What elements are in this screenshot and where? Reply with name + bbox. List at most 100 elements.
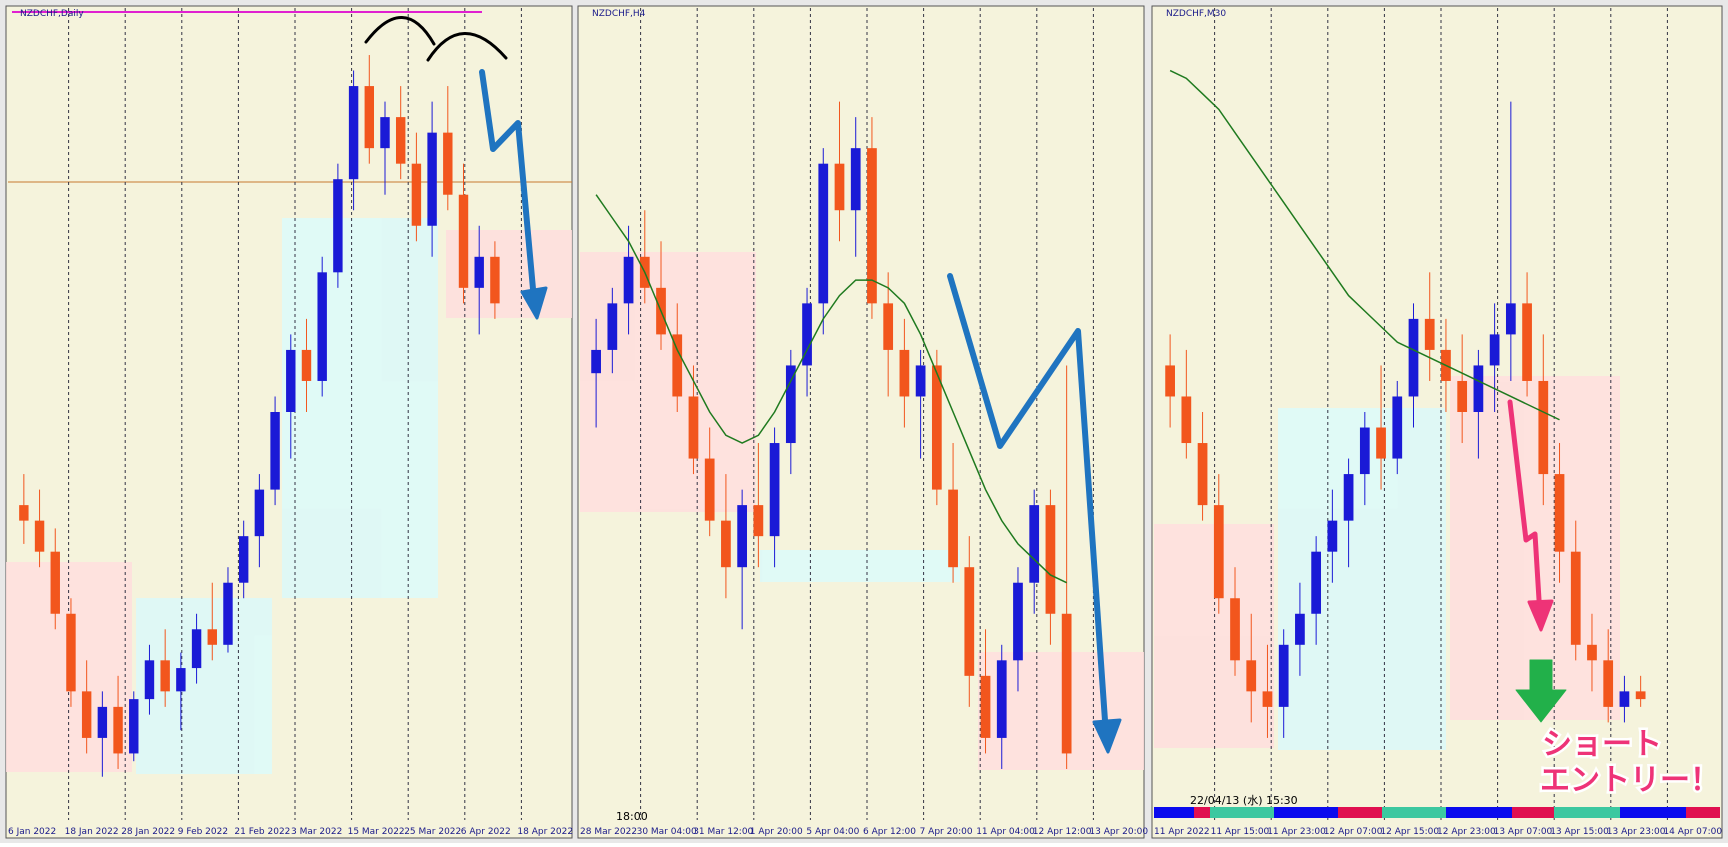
x-tick-label: 15 Mar 2022 — [348, 827, 405, 837]
x-tick-label: 14 Apr 07:00 — [1663, 827, 1722, 837]
candle-body — [490, 256, 500, 304]
timestamp: 22/04/13 (水) 15:30 — [1190, 794, 1298, 807]
candle-body — [996, 660, 1007, 738]
candle-body — [97, 706, 108, 738]
x-tick-label: 12 Apr 12:00 — [1033, 827, 1092, 837]
candle-body — [753, 505, 764, 537]
candle-body — [915, 365, 926, 397]
x-tick-label: 11 Apr 2022 — [1154, 827, 1210, 837]
x-tick-label: 12 Apr 07:00 — [1324, 827, 1383, 837]
drawn-arrows — [364, 16, 1567, 754]
moving-average — [595, 194, 1067, 584]
candle-body — [1029, 505, 1040, 583]
candle-body — [1246, 660, 1257, 692]
x-tick-label: 6 Apr 2022 — [461, 827, 511, 837]
x-tick-label: 13 Apr 23:00 — [1607, 827, 1666, 837]
candle-body — [834, 163, 845, 211]
candle-body — [883, 303, 894, 350]
candle-body — [301, 349, 312, 381]
candle-body — [19, 505, 29, 521]
x-tick-label: 12 Apr 15:00 — [1380, 827, 1439, 837]
candle-body — [737, 505, 748, 568]
candle-body — [1181, 396, 1192, 444]
candle-body — [964, 567, 975, 676]
candle-body — [286, 349, 296, 412]
candle-body — [317, 272, 327, 381]
candle-body — [948, 489, 958, 568]
candle-body — [427, 132, 437, 226]
candle-body — [1408, 318, 1419, 397]
x-tick-label: 9 Feb 2022 — [178, 827, 228, 837]
candle-body — [348, 86, 359, 180]
candle-body — [81, 691, 92, 738]
candle-body — [364, 86, 375, 149]
x-tick-label: 13 Apr 15:00 — [1550, 827, 1609, 837]
candle-body — [688, 396, 699, 459]
candle-body — [769, 443, 780, 537]
x-tick-label: 11 Apr 15:00 — [1211, 827, 1270, 837]
candle-body — [591, 349, 601, 374]
candle-body — [1197, 443, 1208, 506]
candle-body — [238, 536, 249, 583]
candle-body — [1359, 427, 1370, 475]
m30-strip — [1154, 807, 1720, 818]
candle-body — [1424, 318, 1435, 350]
candle-body — [1522, 303, 1532, 381]
candle-body — [223, 582, 233, 645]
x-tick-label: 6 Apr 12:00 — [863, 827, 916, 837]
candle-body — [458, 194, 469, 288]
candle-body — [1376, 427, 1386, 459]
x-tick-label: 6 Jan 2022 — [8, 827, 56, 837]
candle-body — [1554, 474, 1565, 552]
x-tick-label: 13 Apr 07:00 — [1494, 827, 1553, 837]
candle-body — [191, 629, 202, 669]
candle-body — [672, 334, 683, 397]
x-tick-label: 11 Apr 04:00 — [976, 827, 1035, 837]
x-tick-label: 12 Apr 23:00 — [1437, 827, 1496, 837]
candle-body — [785, 365, 796, 444]
candle-body — [1505, 303, 1516, 335]
candle-body — [443, 132, 453, 195]
candle-body — [1327, 520, 1338, 552]
candle-body — [395, 117, 406, 164]
candle-body — [1603, 660, 1614, 707]
x-tick-label: 11 Apr 23:00 — [1267, 827, 1326, 837]
moving-average — [1169, 69, 1560, 421]
annotation: ショート — [1542, 727, 1662, 762]
candle-body — [704, 458, 715, 521]
candle-body — [474, 256, 484, 288]
x-tick-label: 31 Mar 12:00 — [693, 827, 753, 837]
candle-body — [1473, 365, 1484, 412]
candle-body — [1045, 505, 1056, 614]
candle-body — [176, 668, 186, 692]
x-tick-label: 25 Mar 2022 — [404, 827, 461, 837]
candle-body — [623, 256, 634, 304]
x-tick-label: 28 Jan 2022 — [121, 827, 175, 837]
candle-body — [333, 179, 343, 273]
candle-body — [411, 163, 422, 226]
candle-body — [1489, 334, 1500, 366]
x-tick-label: 1 Apr 20:00 — [750, 827, 803, 837]
annotation: エントリー！ — [1540, 763, 1720, 798]
panel-title: NZDCHF,H4 — [592, 9, 646, 19]
candle-body — [867, 148, 877, 304]
candle-body — [607, 303, 618, 350]
candle-body — [34, 520, 45, 552]
x-tick-label: 13 Apr 20:00 — [1089, 827, 1148, 837]
candle-body — [254, 489, 265, 537]
candle-body — [1213, 505, 1224, 599]
x-tick-label: 18 Jan 2022 — [65, 827, 119, 837]
candle-body — [144, 660, 155, 700]
candle-body — [1635, 691, 1646, 700]
candle-body — [1457, 380, 1468, 412]
x-tick-label: 5 Apr 04:00 — [806, 827, 859, 837]
candle-body — [1230, 598, 1240, 661]
candle-body — [1295, 613, 1305, 645]
x-tick-label: 18 Apr 2022 — [517, 827, 573, 837]
x-tick-label: 30 Mar 04:00 — [637, 827, 697, 837]
candle-body — [1061, 613, 1072, 754]
candle-body — [160, 660, 170, 692]
candle-body — [380, 117, 390, 149]
candle-body — [129, 699, 139, 754]
candle-body — [1311, 551, 1322, 614]
